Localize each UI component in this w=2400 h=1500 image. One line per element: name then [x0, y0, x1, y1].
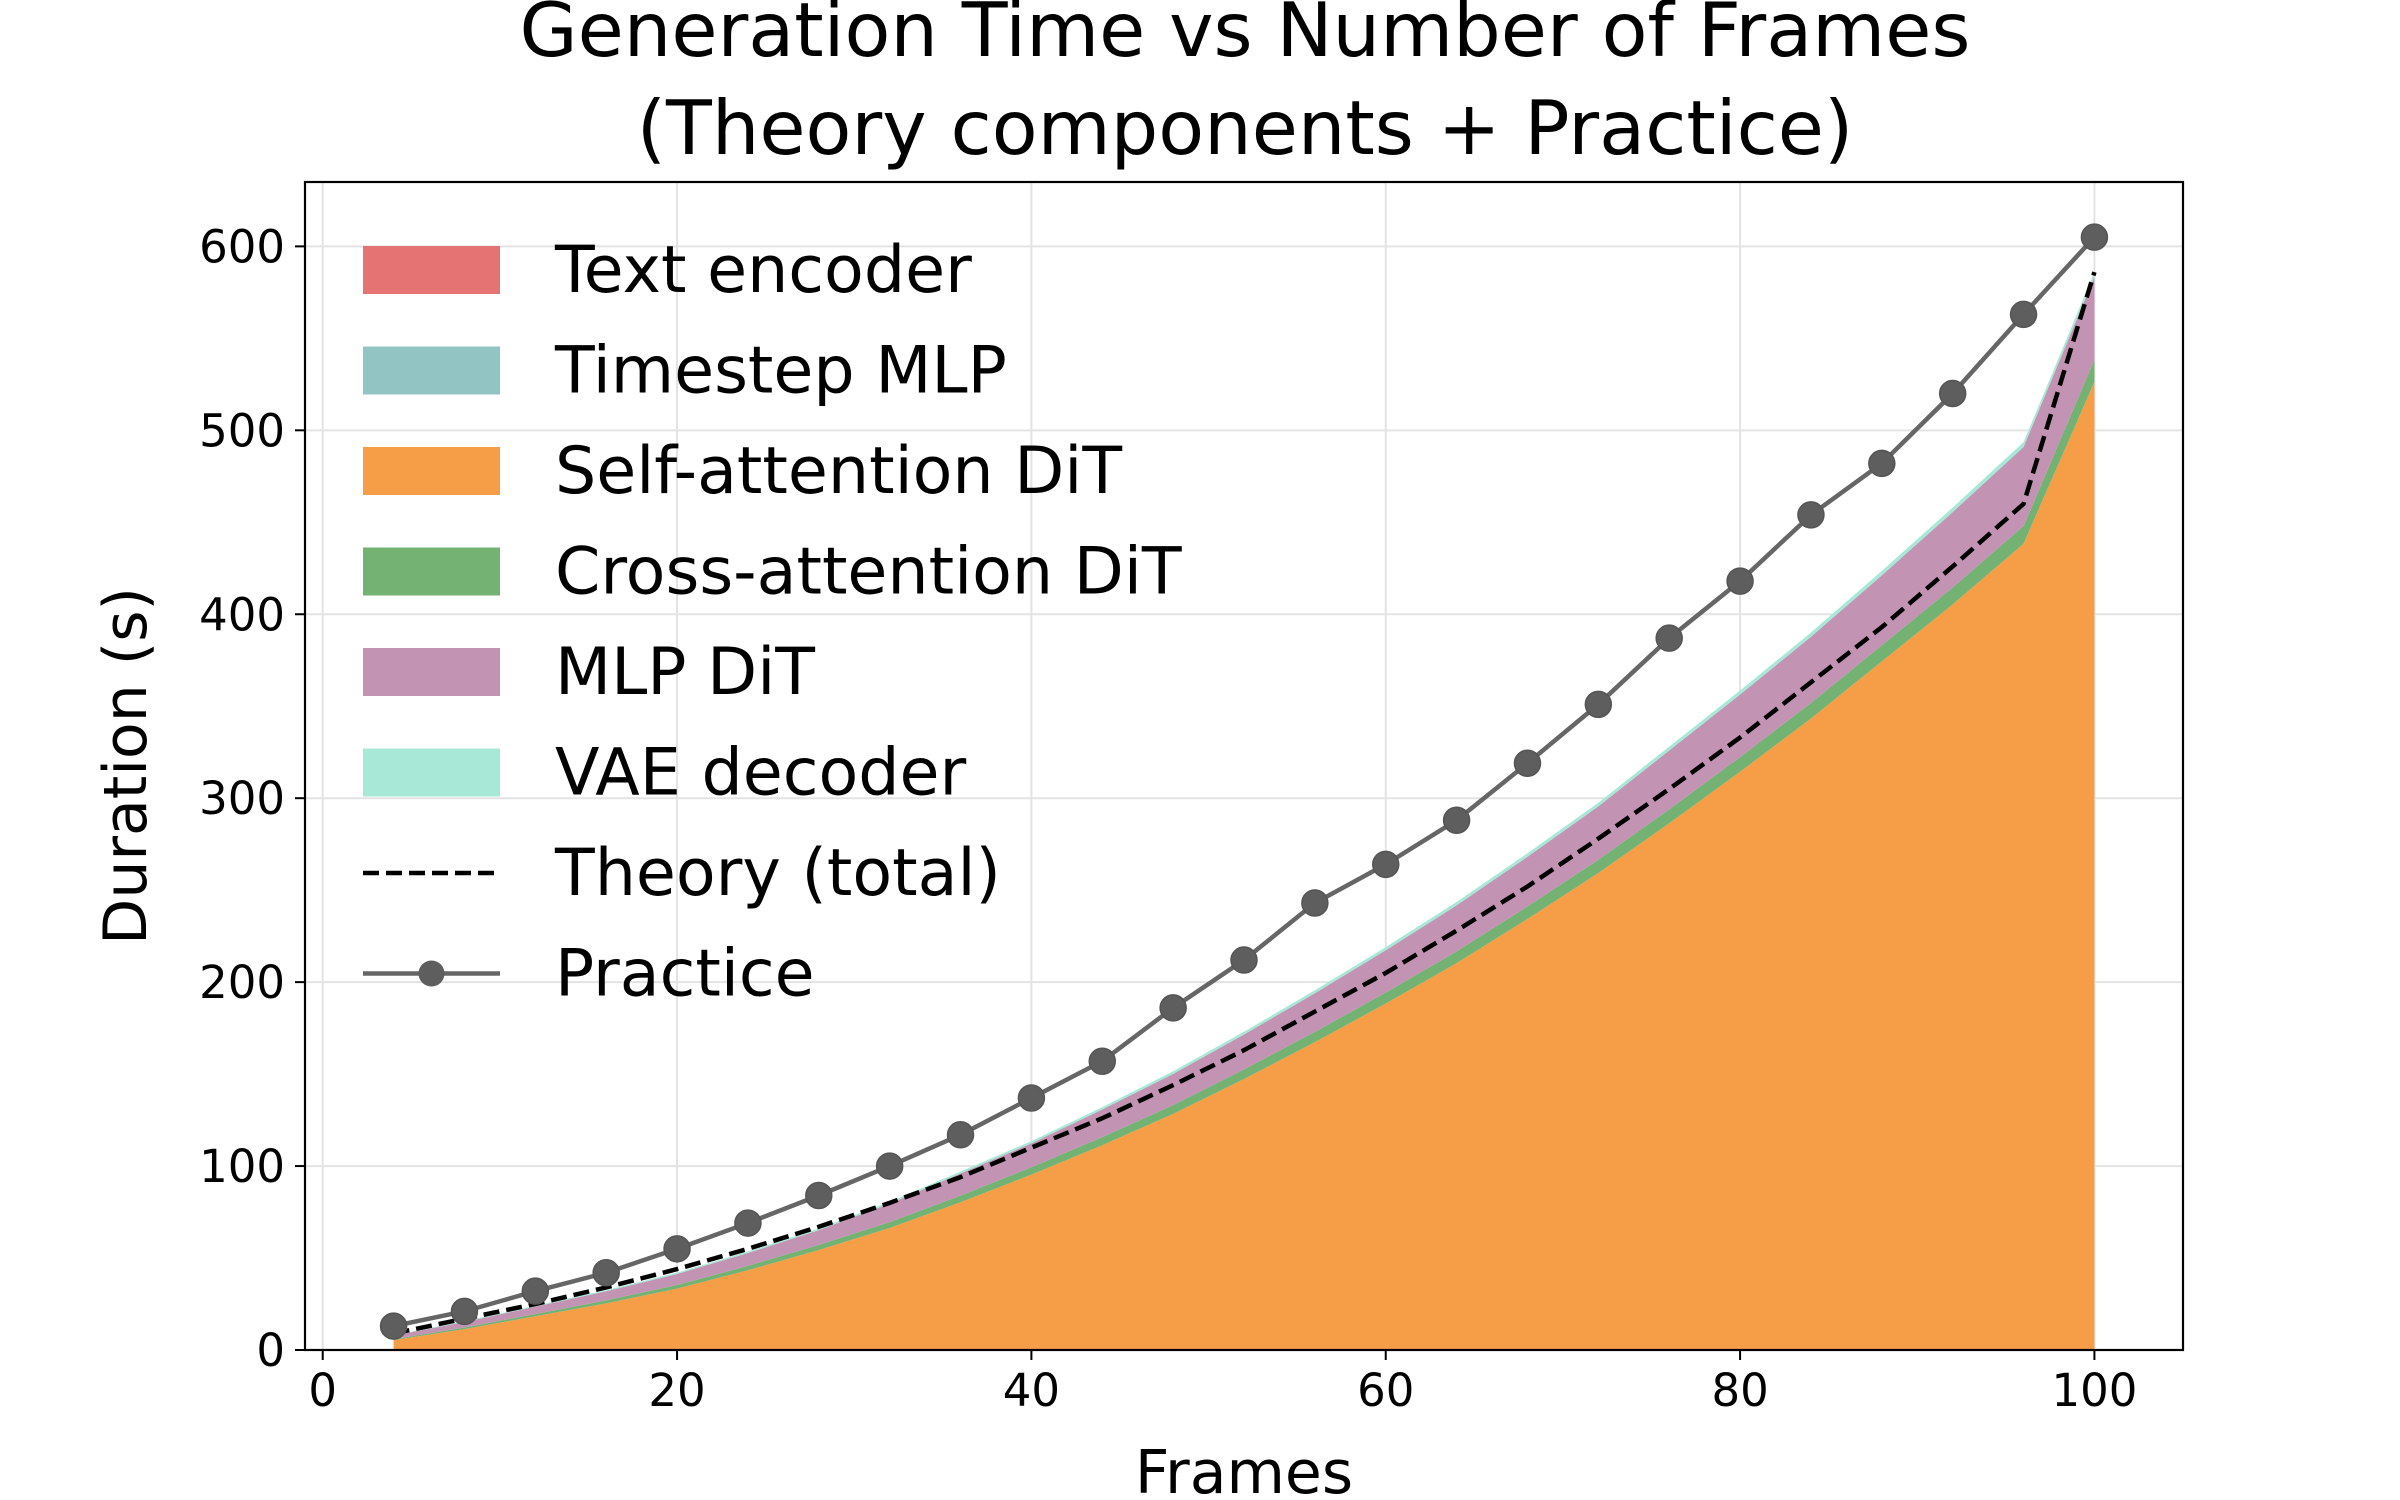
practice-point — [1301, 889, 1329, 917]
x-tick-label: 20 — [648, 1364, 705, 1417]
practice-point — [1442, 806, 1471, 835]
legend-swatch-cross-attention-dit — [363, 547, 500, 596]
legend: Text encoder Timestep MLP Self-attention D… — [363, 233, 1182, 1012]
practice-point — [592, 1258, 620, 1287]
legend-swatch-vae-decoder — [363, 748, 500, 797]
legend-swatch-mlp-dit — [363, 648, 500, 696]
practice-point — [379, 1312, 408, 1340]
practice-point — [875, 1152, 904, 1180]
title-line: Generation Time vs Number of Frames — [520, 0, 1971, 74]
practice-point — [1584, 690, 1613, 719]
y-tick-label: 300 — [199, 772, 285, 825]
y-axis-ticks: 0 100 200 300 400 500 600 — [199, 220, 305, 1377]
practice-point — [663, 1235, 691, 1263]
y-axis-label: Duration (s) — [91, 587, 161, 945]
practice-point — [1159, 994, 1187, 1022]
practice-point — [450, 1297, 479, 1326]
x-axis-label: Frames — [1135, 1438, 1353, 1500]
practice-point — [1230, 946, 1258, 974]
legend-label-mlp-dit: MLP DiT — [555, 635, 815, 710]
practice-point — [1017, 1084, 1046, 1112]
x-tick-label: 0 — [308, 1364, 337, 1417]
lines — [379, 223, 2109, 1340]
chart-title: Generation Time vs Number of Frames (Theo… — [520, 0, 1971, 172]
practice-point — [1938, 379, 1967, 408]
legend-marker-practice — [418, 960, 445, 987]
practice-point — [1371, 850, 1400, 879]
x-tick-label: 100 — [2051, 1364, 2137, 1417]
practice-point — [1726, 567, 1754, 595]
title-line: (Theory components + Practice) — [637, 84, 1853, 172]
legend-swatch-timestep-mlp — [363, 346, 500, 395]
practice-point — [1655, 624, 1683, 652]
theory-total-line — [393, 271, 2097, 1336]
practice-point — [521, 1277, 550, 1305]
practice-point — [946, 1121, 975, 1149]
practice-point — [805, 1181, 833, 1210]
practice-point — [2080, 223, 2109, 251]
y-tick-label: 400 — [199, 588, 285, 641]
x-tick-label: 80 — [1711, 1364, 1768, 1417]
legend-swatch-self-attention-dit — [363, 447, 500, 495]
y-tick-label: 500 — [199, 404, 285, 457]
practice-point — [1088, 1047, 1117, 1075]
legend-label-self-attention-dit: Self-attention DiT — [555, 434, 1122, 509]
y-tick-label: 200 — [199, 956, 285, 1009]
y-tick-label: 100 — [199, 1140, 285, 1193]
y-tick-label: 600 — [199, 220, 285, 273]
practice-point — [1868, 449, 1896, 478]
legend-label-text-encoder: Text encoder — [554, 233, 972, 308]
practice-point — [2009, 300, 2038, 329]
x-tick-label: 60 — [1357, 1364, 1414, 1417]
plot-frame — [303, 180, 2185, 1352]
legend-label-vae-decoder: VAE decoder — [555, 736, 967, 811]
y-tick-label: 0 — [256, 1324, 285, 1377]
legend-label-practice: Practice — [555, 937, 815, 1012]
practice-point — [1513, 749, 1542, 777]
x-tick-label: 40 — [1003, 1364, 1060, 1417]
practice-point — [734, 1209, 762, 1237]
practice-point — [1797, 501, 1825, 529]
legend-label-cross-attention-dit: Cross-attention DiT — [555, 535, 1182, 610]
x-axis-ticks: 0 20 40 60 80 100 — [308, 1350, 2137, 1417]
legend-swatch-text-encoder — [363, 246, 500, 294]
legend-label-theory-total-: Theory (total) — [554, 836, 1001, 911]
area-self-attention-dit — [393, 381, 2095, 1350]
legend-label-timestep-mlp: Timestep MLP — [554, 334, 1007, 409]
